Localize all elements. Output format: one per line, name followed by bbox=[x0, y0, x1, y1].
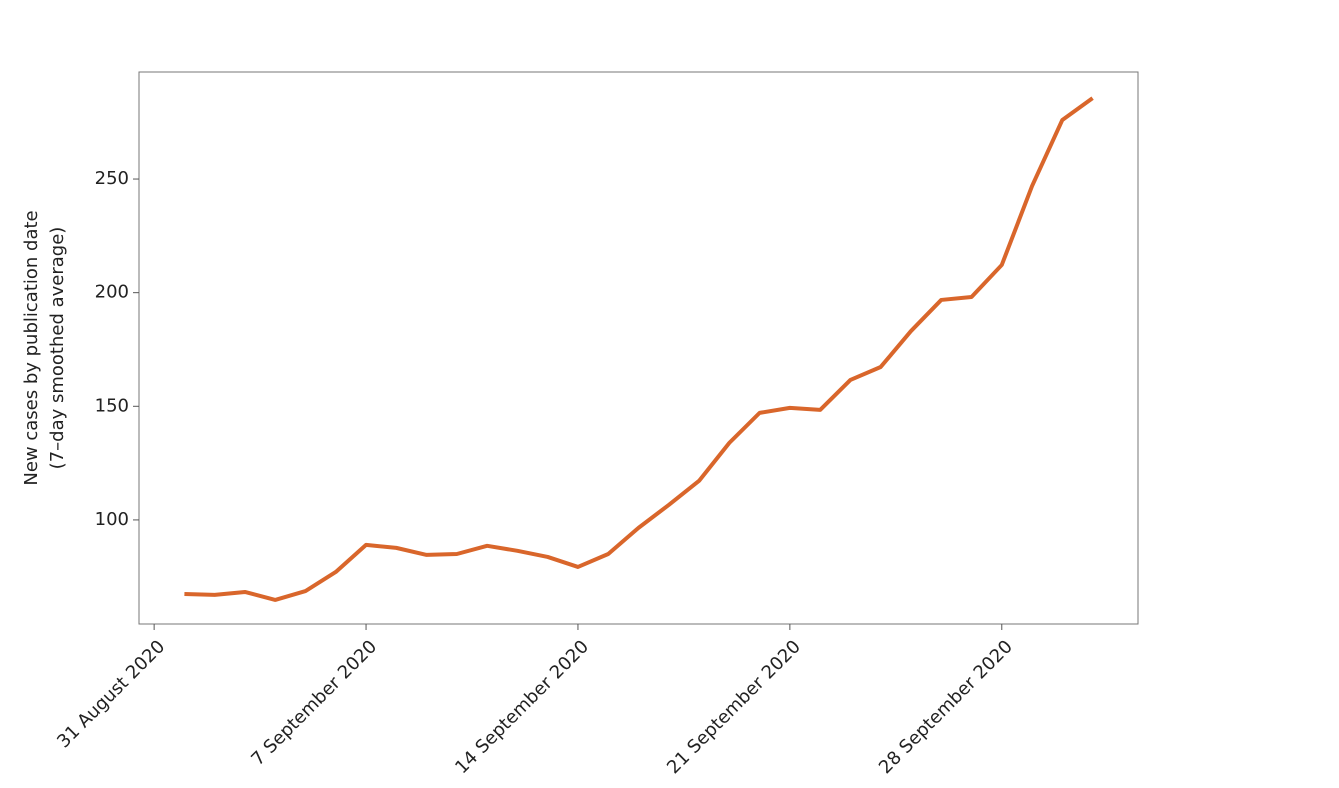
y-tick-label: 150 bbox=[95, 395, 129, 416]
y-tick-label: 200 bbox=[95, 282, 129, 303]
x-tick-label: 21 September 2020 bbox=[663, 636, 805, 778]
y-tick-label: 250 bbox=[95, 168, 129, 189]
x-tick-label: 28 September 2020 bbox=[875, 636, 1017, 778]
data-line bbox=[184, 96, 1094, 602]
x-tick-label: 31 August 2020 bbox=[53, 636, 169, 752]
x-tick-label: 14 September 2020 bbox=[451, 636, 593, 778]
y-axis-label: New cases by publication date bbox=[21, 210, 42, 485]
x-tick-label: 7 September 2020 bbox=[247, 636, 381, 770]
y-tick-label: 100 bbox=[95, 509, 129, 530]
plot-frame bbox=[138, 71, 1139, 625]
y-axis-label: (7–day smoothed average) bbox=[47, 227, 68, 470]
